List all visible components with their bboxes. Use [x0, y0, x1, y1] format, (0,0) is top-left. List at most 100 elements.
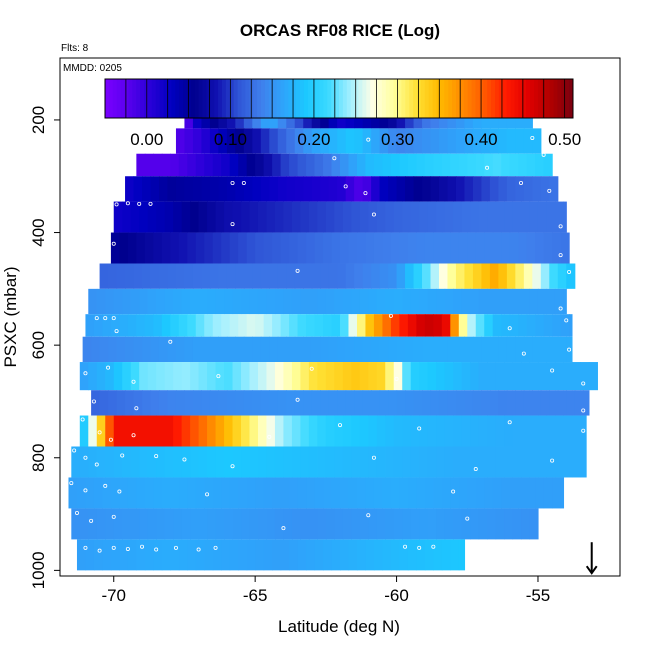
colorbar-swatch	[292, 79, 297, 118]
heatmap-cell	[334, 201, 344, 233]
heatmap-cell	[382, 232, 392, 264]
heatmap-cell	[178, 314, 188, 337]
heatmap-cell	[566, 336, 573, 363]
heatmap-cell	[198, 288, 208, 315]
heatmap-cell	[108, 336, 118, 363]
heatmap-cell	[549, 263, 559, 289]
heatmap-cell	[184, 390, 194, 416]
heatmap-cell	[289, 232, 299, 264]
colorbar-swatch	[198, 79, 203, 118]
heatmap-cell	[105, 415, 115, 447]
heatmap-cell	[427, 508, 437, 540]
colorbar-swatch	[350, 79, 356, 118]
colorbar-swatch	[245, 79, 250, 118]
heatmap-layer	[82, 336, 573, 363]
heatmap-cell	[328, 176, 338, 202]
heatmap-cell	[529, 201, 539, 233]
heatmap-cell	[252, 128, 262, 154]
heatmap-cell	[529, 362, 539, 391]
heatmap-layer	[68, 477, 565, 509]
heatmap-cell	[297, 314, 307, 337]
heatmap-cell	[413, 176, 423, 202]
heatmap-cell	[571, 362, 581, 391]
heatmap-cell	[518, 153, 528, 177]
heatmap-cell	[438, 336, 449, 363]
heatmap-cell	[125, 336, 135, 363]
heatmap-layer	[175, 128, 542, 154]
heatmap-cell	[178, 477, 188, 509]
colorbar-swatch	[440, 79, 445, 118]
heatmap-cell	[229, 232, 239, 264]
colorbar-swatch	[151, 79, 157, 118]
sample-marker	[83, 455, 88, 460]
sample-marker	[131, 379, 136, 384]
heatmap-cell	[173, 508, 183, 540]
heatmap-cell	[523, 128, 533, 154]
heatmap-cell	[294, 176, 304, 202]
heatmap-cell	[328, 263, 338, 289]
heatmap-cell	[178, 539, 188, 571]
heatmap-cell	[272, 539, 282, 571]
heatmap-cell	[354, 128, 364, 154]
heatmap-cell	[348, 153, 358, 177]
sample-marker	[196, 547, 201, 552]
sample-marker	[567, 347, 572, 352]
heatmap-cell	[212, 477, 222, 509]
heatmap-cell	[252, 390, 262, 416]
heatmap-cell	[215, 415, 225, 447]
heatmap-cell	[96, 362, 106, 391]
sample-marker	[117, 489, 122, 494]
heatmap-cell	[122, 362, 132, 391]
colorbar-swatch	[186, 79, 192, 118]
sample-marker	[94, 316, 99, 321]
heatmap-cell	[461, 446, 471, 478]
heatmap-cell	[464, 390, 474, 416]
heatmap-cell	[574, 390, 584, 416]
heatmap-cell	[201, 263, 211, 289]
colorbar-swatch	[276, 79, 281, 118]
heatmap-cell	[385, 201, 395, 233]
heatmap-cell	[419, 201, 429, 233]
heatmap-cell	[88, 508, 98, 540]
heatmap-cell	[464, 176, 474, 202]
heatmap-cell	[229, 153, 239, 177]
heatmap-cell	[427, 201, 437, 233]
heatmap-cell	[68, 477, 78, 509]
heatmap-cell	[93, 314, 104, 337]
sample-marker	[173, 545, 178, 550]
colorbar-swatch	[124, 79, 129, 118]
colorbar-swatch	[210, 79, 215, 118]
colorbar-swatch	[491, 79, 496, 118]
heatmap-cell	[209, 128, 219, 154]
heatmap-cell	[441, 153, 451, 177]
colorbar-swatch	[358, 79, 363, 118]
colorbar-swatch	[456, 79, 461, 118]
heatmap-cell	[291, 288, 301, 315]
heatmap-cell	[161, 232, 171, 264]
heatmap-cell	[356, 232, 367, 264]
heatmap-cell	[379, 336, 389, 363]
heatmap-cell	[269, 263, 279, 289]
heatmap-cell	[583, 390, 590, 416]
heatmap-layer	[79, 362, 598, 391]
heatmap-cell	[153, 232, 163, 264]
heatmap-cell	[523, 336, 533, 363]
heatmap-cell	[144, 153, 154, 177]
heatmap-cell	[181, 201, 191, 233]
sample-marker	[558, 306, 563, 311]
heatmap-cell	[283, 288, 293, 315]
heatmap-cell	[311, 336, 321, 363]
heatmap-cell	[243, 176, 253, 202]
heatmap-cell	[113, 288, 123, 315]
heatmap-cell	[515, 390, 525, 416]
heatmap-cell	[478, 508, 488, 540]
heatmap-cell	[351, 415, 361, 447]
heatmap-cell	[190, 201, 200, 233]
heatmap-cell	[116, 336, 126, 363]
heatmap-cell	[85, 539, 95, 571]
heatmap-cell	[560, 232, 570, 264]
heatmap-cell	[127, 232, 137, 264]
sample-marker	[83, 488, 88, 493]
heatmap-cell	[506, 390, 516, 416]
heatmap-cell	[444, 415, 454, 447]
